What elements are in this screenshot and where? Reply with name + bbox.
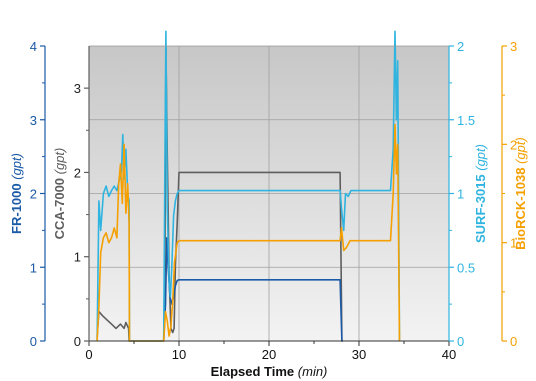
x-axis-label: Elapsed Time (min)	[211, 364, 328, 379]
y-tick-label-bio: 0	[510, 334, 517, 349]
x-tick-label: 20	[262, 347, 276, 362]
axis-labels: FR-1000 (gpt)CCA-7000 (gpt)SURF-3015 (gp…	[9, 137, 528, 379]
y-tick-label-fr: 4	[30, 39, 37, 54]
grid	[89, 46, 449, 341]
y-tick-label-fr: 0	[30, 334, 37, 349]
y-tick-label-fr: 3	[30, 113, 37, 128]
series-line-surf	[96, 30, 401, 342]
x-tick-label: 40	[442, 347, 456, 362]
y-tick-label-bio: 1	[510, 236, 517, 251]
y-axis-unit-fr: (gpt)	[9, 153, 24, 180]
x-tick-label: 0	[85, 347, 92, 362]
y-tick-label-cca: 3	[74, 81, 81, 96]
x-tick-label: 10	[172, 347, 186, 362]
x-axis-title: Elapsed Time	[211, 364, 298, 379]
y-axis-title-surf: SURF-3015	[473, 171, 488, 243]
y-tick-label-cca: 2	[74, 165, 81, 180]
y-tick-label-fr: 2	[30, 187, 37, 202]
y-axis-unit-cca: (gpt)	[52, 148, 67, 175]
x-tick-label: 30	[352, 347, 366, 362]
y-tick-label-surf: 1	[457, 187, 464, 202]
y-tick-label-surf: 0	[457, 334, 464, 349]
y-axis-title-bio: BioRCK-1038	[513, 164, 528, 250]
y-axis-unit-bio: (gpt)	[513, 137, 528, 164]
y-tick-label-surf: 0.5	[457, 260, 475, 275]
y-axis-unit-surf: (gpt)	[473, 144, 488, 171]
y-axis-label-fr: FR-1000 (gpt)	[9, 153, 24, 234]
y-axis-label-cca: CCA-7000 (gpt)	[52, 148, 67, 240]
y-axis-label-bio: BioRCK-1038 (gpt)	[513, 137, 528, 250]
y-axis-title-fr: FR-1000	[9, 180, 24, 234]
y-axis-title-cca: CCA-7000	[52, 174, 67, 239]
y-axis-label-surf: SURF-3015 (gpt)	[473, 144, 488, 243]
series-group	[96, 30, 401, 342]
x-axis-unit: (min)	[298, 364, 328, 379]
y-tick-label-cca: 0	[74, 334, 81, 349]
y-tick-label-surf: 1.5	[457, 113, 475, 128]
series-line-bio	[96, 123, 401, 342]
y-tick-label-surf: 2	[457, 39, 464, 54]
y-tick-label-bio: 2	[510, 137, 517, 152]
y-tick-label-fr: 1	[30, 260, 37, 275]
y-tick-label-cca: 1	[74, 250, 81, 265]
y-tick-label-bio: 3	[510, 39, 517, 54]
